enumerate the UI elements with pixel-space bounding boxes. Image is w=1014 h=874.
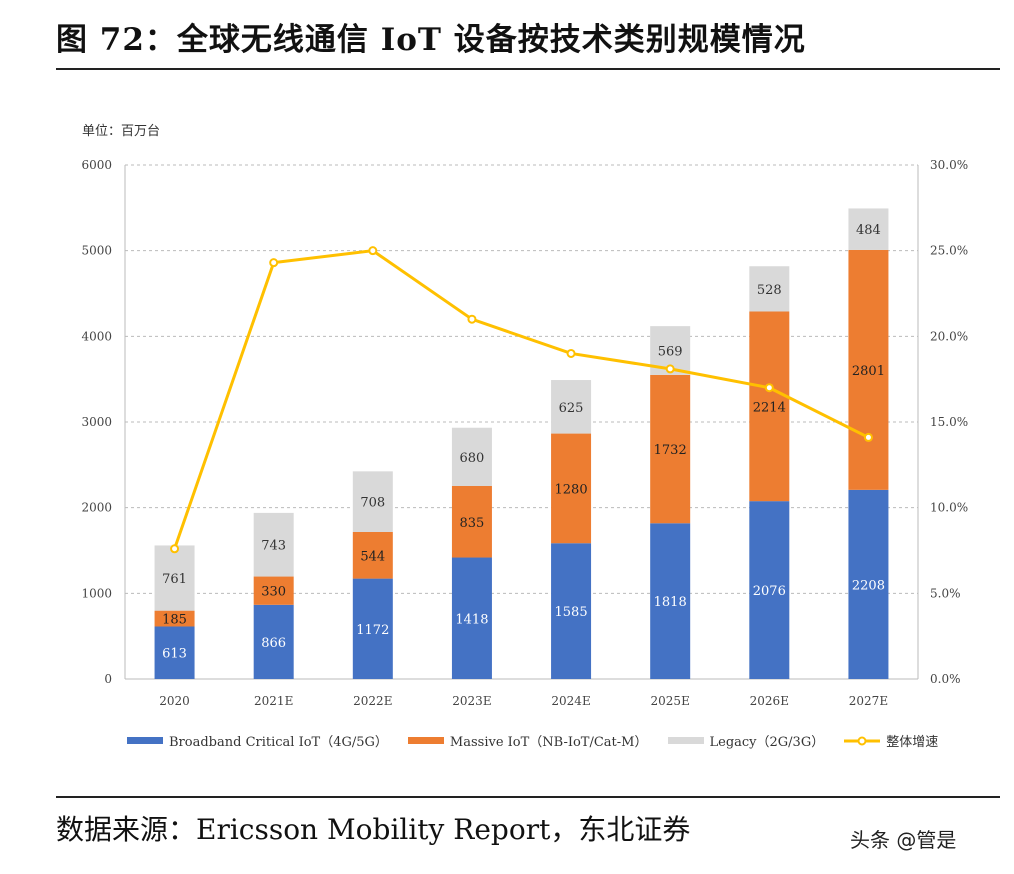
bar-segment: [253, 512, 294, 577]
data-label: 1818: [654, 595, 687, 610]
y2-tick-label: 15.0%: [930, 415, 968, 429]
figure-title: 图 72：全球无线通信 IoT 设备按技术类别规模情况: [56, 22, 806, 58]
x-tick-label: 2023E: [452, 694, 491, 708]
bar-segment: [154, 545, 195, 611]
growth-point: [170, 544, 180, 554]
bar-segment: [352, 578, 393, 679]
x-tick-label: 2024E: [551, 694, 590, 708]
growth-point: [764, 383, 774, 393]
growth-point: [269, 258, 279, 268]
bar-segment: [154, 626, 195, 679]
growth-point: [467, 314, 477, 324]
data-label: 1585: [555, 605, 588, 620]
data-label: 2801: [852, 364, 885, 379]
growth-point: [566, 348, 576, 358]
data-label: 743: [261, 539, 286, 554]
growth-point: [863, 432, 873, 442]
bar-segment: [749, 501, 790, 679]
bar-segment: [253, 576, 294, 605]
x-tick-label: 2021E: [254, 694, 293, 708]
x-tick-label: 2027E: [849, 694, 888, 708]
y2-tick-label: 30.0%: [930, 158, 968, 172]
data-label: 708: [360, 496, 385, 511]
y-tick-label: 4000: [81, 329, 112, 343]
y2-tick-label: 25.0%: [930, 244, 968, 258]
bar-segment: [848, 489, 889, 679]
unit-label: 单位：百万台: [82, 124, 161, 139]
data-label: 866: [261, 636, 286, 651]
bar-segment: [451, 485, 492, 558]
data-label: 761: [162, 572, 187, 587]
bar-segment: [650, 523, 691, 679]
y-tick-label: 3000: [81, 415, 112, 429]
data-label: 528: [757, 283, 782, 298]
data-label: 1280: [555, 482, 588, 497]
data-label: 2076: [753, 584, 786, 599]
y2-tick-label: 5.0%: [930, 586, 961, 600]
data-label: 330: [261, 585, 286, 600]
x-tick-label: 2020: [159, 694, 190, 708]
legend-swatch: [407, 737, 444, 744]
watermark: 头条 @管是: [850, 828, 957, 852]
data-label: 1732: [654, 443, 687, 458]
growth-line: [173, 249, 870, 550]
growth-point: [368, 246, 378, 256]
bar-segment: [650, 374, 691, 524]
legend-swatch: [844, 733, 881, 748]
bar-segment: [154, 610, 195, 627]
bar-segment: [451, 427, 492, 486]
y2-tick-label: 10.0%: [930, 501, 968, 515]
bar-segment: [848, 249, 889, 490]
bar-segment: [848, 208, 889, 250]
bar-segment: [749, 266, 790, 312]
data-label: 625: [559, 401, 584, 416]
y2-tick-label: 20.0%: [930, 329, 968, 343]
x-tick-label: 2026E: [750, 694, 789, 708]
legend-label: Broadband Critical IoT（4G/5G）: [169, 735, 388, 750]
data-label: 680: [460, 451, 485, 466]
legend: Broadband Critical IoT（4G/5G） Massive IoT…: [127, 731, 938, 750]
data-label: 1418: [455, 612, 488, 627]
y-tick-label: 5000: [81, 244, 112, 258]
bar-segment: [551, 380, 592, 434]
y-tick-label: 0: [104, 672, 112, 686]
bar-segment: [352, 531, 393, 579]
legend-swatch: [667, 737, 704, 744]
source-rule: [56, 796, 1000, 798]
data-label: 484: [856, 223, 881, 238]
y2-tick-label: 0.0%: [930, 672, 961, 686]
bar-segment: [451, 557, 492, 679]
bar-segment: [551, 433, 592, 544]
y-tick-label: 2000: [81, 501, 112, 515]
data-label: 569: [658, 345, 683, 360]
bar-segment: [551, 543, 592, 679]
chart: 0 1000 2000 3000 4000 5000 6000 0.0% 5.0% 10.0% 15…: [81, 158, 968, 708]
legend-label: Legacy（2G/3G）: [709, 735, 825, 750]
data-label: 544: [360, 549, 385, 564]
legend-swatch: [127, 737, 163, 744]
bar-segment: [749, 311, 790, 502]
data-label: 185: [162, 613, 187, 628]
growth-point: [665, 364, 675, 374]
source-text: 数据来源：Ericsson Mobility Report，东北证券: [56, 813, 691, 846]
data-label: 835: [460, 516, 485, 531]
data-label: 2208: [852, 578, 885, 593]
y-tick-label: 1000: [81, 586, 112, 600]
x-tick-label: 2025E: [651, 694, 690, 708]
legend-label: 整体增速: [886, 735, 939, 750]
x-tick-label: 2022E: [353, 694, 392, 708]
bar-segment: [253, 604, 294, 679]
data-label: 613: [162, 647, 187, 662]
data-label: 2214: [753, 400, 786, 415]
y-tick-label: 6000: [81, 158, 112, 172]
bar-segment: [352, 471, 393, 532]
legend-label: Massive IoT（NB-IoT/Cat-M）: [449, 735, 648, 750]
data-label: 1172: [356, 623, 389, 638]
title-rule: [56, 68, 1000, 70]
